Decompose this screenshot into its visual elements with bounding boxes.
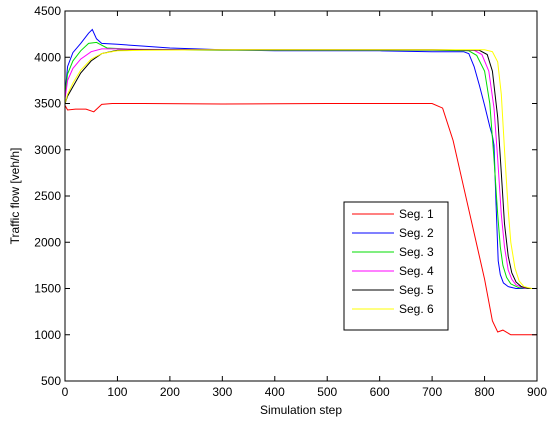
y-tick-label: 1000 [34, 328, 61, 342]
y-tick-label: 1500 [34, 282, 61, 296]
y-tick-label: 2000 [34, 235, 61, 249]
y-tick-label: 3000 [34, 143, 61, 157]
x-tick-label: 800 [475, 385, 495, 399]
series-layer [64, 28, 537, 336]
series-line-5 [64, 49, 537, 289]
legend-label-3: Seg. 3 [399, 245, 434, 259]
legend-label-4: Seg. 4 [399, 264, 434, 278]
y-axis-title: Traffic flow [veh/h] [8, 148, 22, 245]
legend-label-5: Seg. 5 [399, 283, 434, 297]
x-tick-label: 200 [160, 385, 180, 399]
y-tick-label: 3500 [34, 97, 61, 111]
series-line-4 [64, 48, 537, 289]
x-tick-label: 500 [317, 385, 337, 399]
series-line-3 [64, 41, 537, 289]
series-line-1 [64, 103, 537, 336]
y-tick-label: 4500 [34, 4, 61, 18]
y-tick-label: 500 [41, 374, 61, 388]
legend-label-1: Seg. 1 [399, 207, 434, 221]
x-tick-label: 0 [62, 385, 69, 399]
legend-label-6: Seg. 6 [399, 302, 434, 316]
x-tick-label: 700 [422, 385, 442, 399]
y-tick-label: 2500 [34, 189, 61, 203]
x-tick-label: 400 [265, 385, 285, 399]
series-line-2 [64, 28, 537, 289]
tick-layer: 0 100 200 300 400 500 600 700 800 900 500 1000 1500 2… [34, 4, 547, 399]
legend-label-2: Seg. 2 [399, 226, 434, 240]
series-line-6 [64, 49, 537, 289]
x-tick-label: 600 [370, 385, 390, 399]
x-tick-label: 300 [212, 385, 232, 399]
x-tick-label: 900 [527, 385, 547, 399]
y-tick-label: 4000 [34, 50, 61, 64]
legend: Seg. 1 Seg. 2 Seg. 3 Seg. 4 Seg. 5 Seg. 6 [343, 201, 449, 331]
x-axis-title: Simulation step [260, 403, 342, 417]
x-tick-label: 100 [107, 385, 127, 399]
